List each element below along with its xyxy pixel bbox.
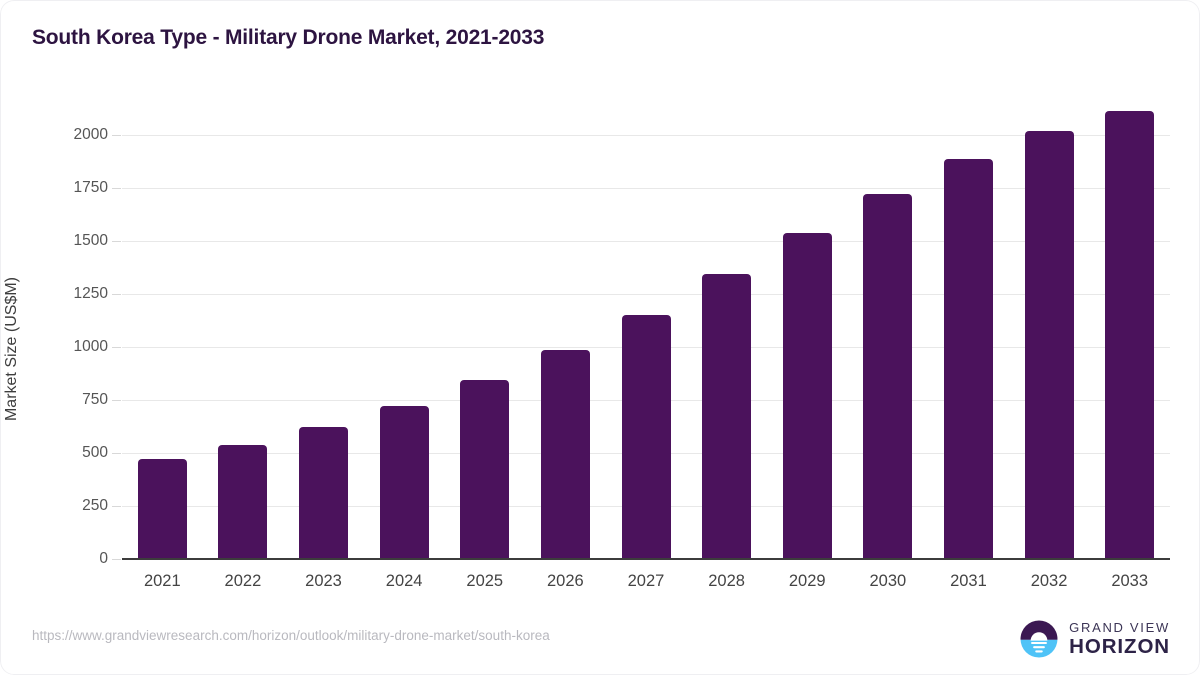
y-tick-mark: [112, 294, 121, 295]
x-tick-label: 2032: [1030, 572, 1068, 590]
bar-2024[interactable]: [379, 406, 429, 559]
plot-area: [122, 111, 1170, 560]
x-tick-label: 2031: [950, 572, 987, 590]
gridline: [122, 241, 1170, 242]
y-tick-label: 750: [82, 391, 108, 408]
x-tick-label: 2027: [627, 572, 665, 590]
gridline: [122, 135, 1170, 136]
source-url[interactable]: https://www.grandviewresearch.com/horizo…: [32, 628, 550, 643]
y-tick-mark: [112, 135, 121, 136]
bar-2028[interactable]: [702, 273, 752, 559]
bar-2023[interactable]: [299, 426, 349, 559]
y-tick-mark: [112, 400, 121, 401]
bar-2029[interactable]: [782, 232, 832, 559]
x-axis-line: [122, 558, 1170, 560]
y-tick-label: 1250: [73, 285, 108, 302]
bar-2022[interactable]: [218, 444, 268, 559]
y-tick-label: 500: [82, 444, 108, 461]
y-tick-label: 2000: [73, 126, 108, 143]
y-tick-label: 1500: [73, 232, 108, 249]
y-tick-label: 250: [82, 497, 108, 514]
y-tick-label: 1750: [73, 179, 108, 196]
y-tick-label: 0: [99, 550, 108, 567]
y-tick-mark: [112, 453, 121, 454]
y-tick-label: 1000: [73, 338, 108, 355]
horizon-circle-icon: [1020, 620, 1058, 658]
brand-logo: GRAND VIEW HORIZON: [1018, 618, 1170, 660]
bar-2030[interactable]: [863, 193, 913, 559]
bar-2031[interactable]: [943, 159, 993, 559]
y-tick-mark: [112, 241, 121, 242]
y-tick-mark: [112, 559, 121, 560]
bar-2021[interactable]: [137, 459, 187, 559]
y-axis-ticks: Market Size (US$M) 0 250 500 750 1000 1250 150…: [0, 126, 121, 567]
x-tick-label: 2030: [869, 572, 907, 590]
brand-line-2: HORIZON: [1069, 634, 1170, 658]
gridline: [122, 294, 1170, 295]
x-tick-label: 2026: [547, 572, 584, 590]
brand-text: GRAND VIEW HORIZON: [1069, 621, 1170, 658]
brand-line-1: GRAND VIEW: [1069, 619, 1170, 635]
page-title: South Korea Type - Military Drone Market…: [32, 26, 545, 49]
x-tick-label: 2033: [1111, 572, 1149, 590]
y-tick-mark: [112, 188, 121, 189]
x-tick-label: 2028: [708, 572, 745, 590]
y-tick-mark: [112, 506, 121, 507]
x-tick-label: 2025: [466, 572, 504, 590]
gridline: [122, 188, 1170, 189]
bar-2027[interactable]: [621, 314, 671, 559]
x-tick-label: 2023: [305, 572, 342, 590]
y-tick-mark: [112, 347, 121, 348]
x-tick-label: 2022: [224, 572, 262, 590]
x-tick-label: 2029: [788, 572, 826, 590]
bar-2033[interactable]: [1105, 111, 1155, 559]
bar-2026[interactable]: [540, 350, 590, 559]
bar-2025[interactable]: [460, 380, 510, 559]
x-tick-label: 2024: [385, 572, 423, 590]
bar-2032[interactable]: [1024, 131, 1074, 559]
x-tick-label: 2021: [143, 572, 181, 590]
